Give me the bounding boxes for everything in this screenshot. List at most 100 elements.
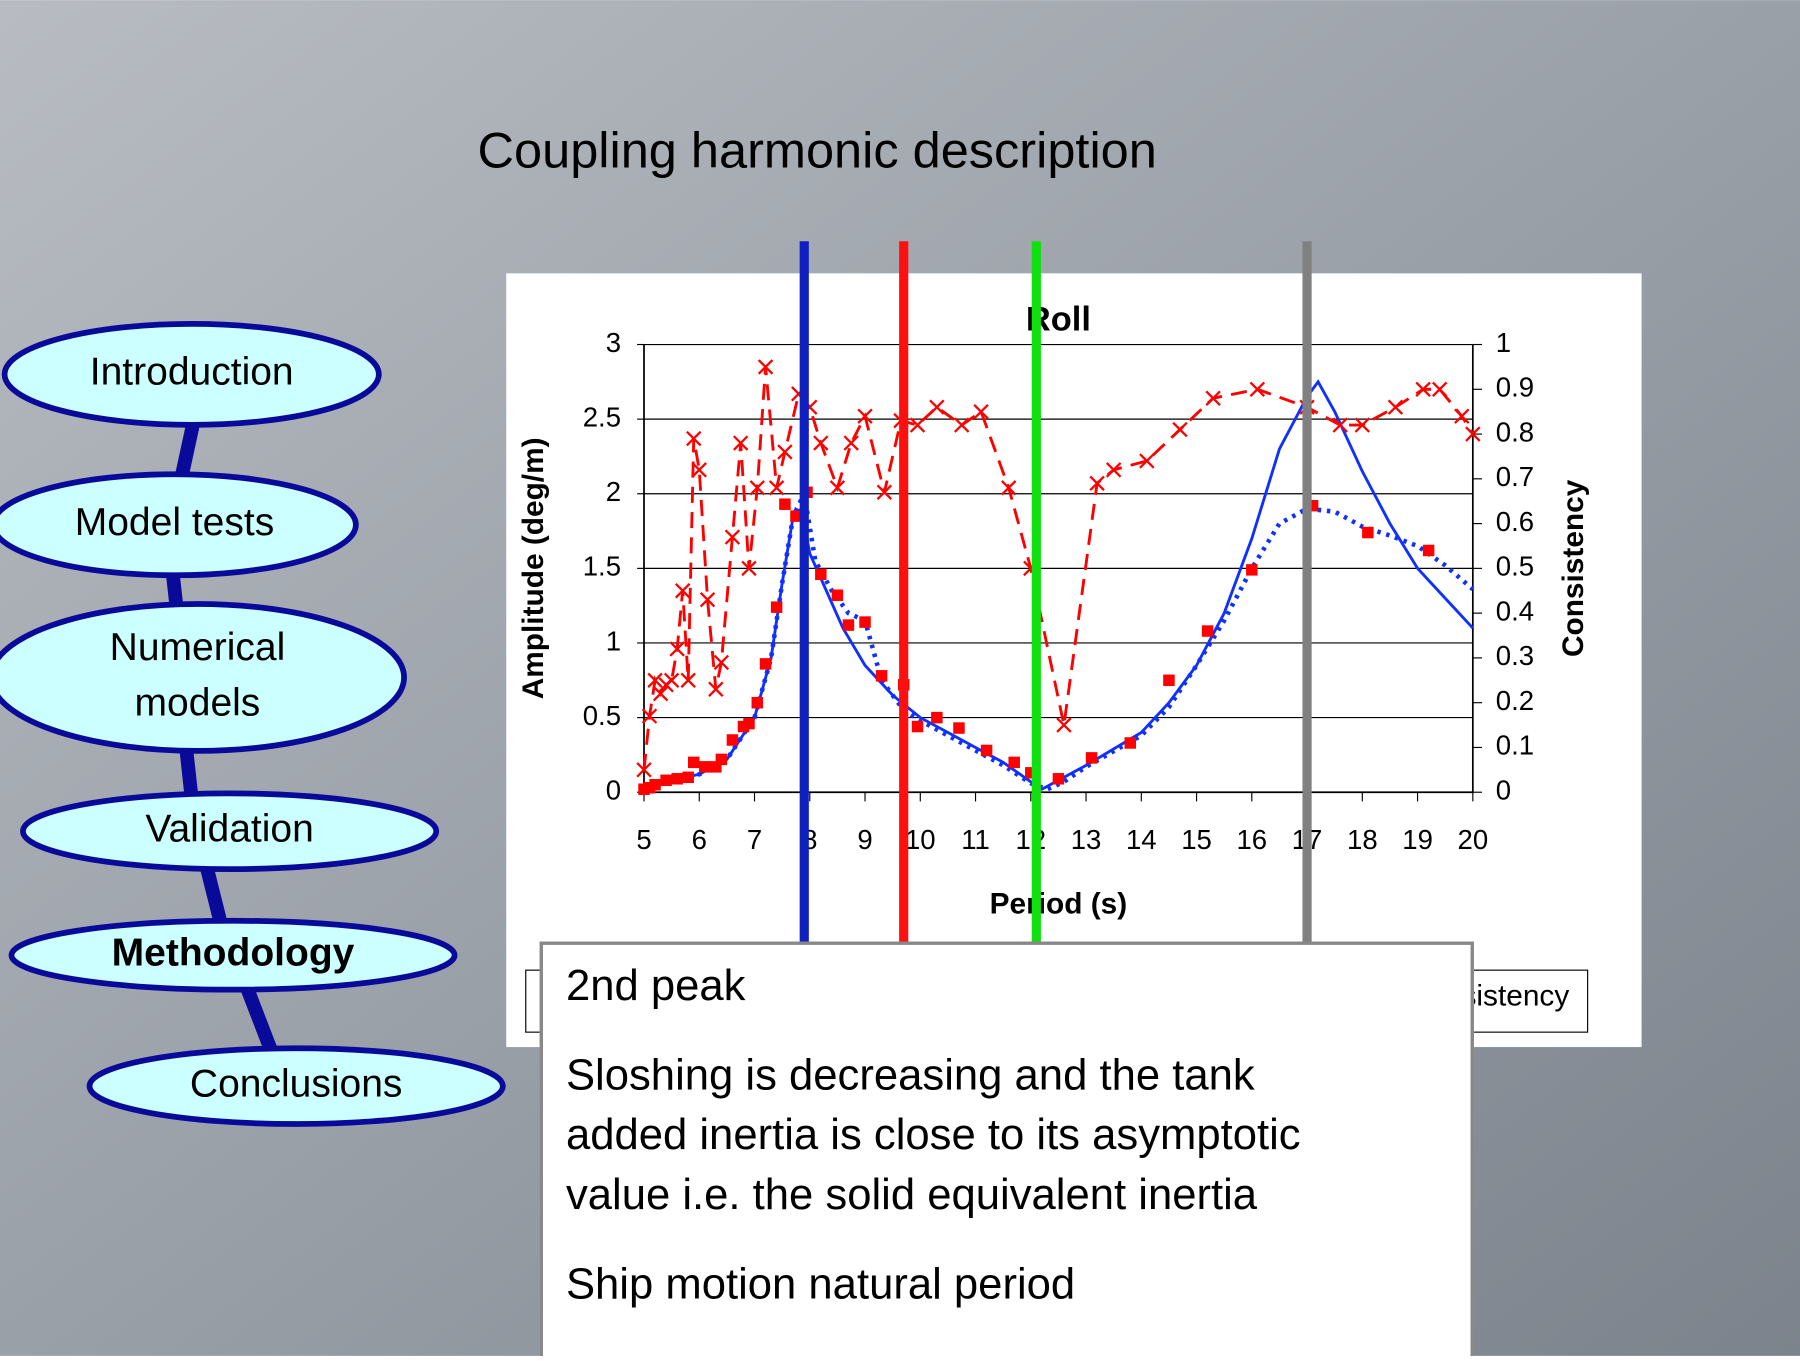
point: [699, 761, 711, 773]
point: [779, 498, 791, 510]
point: [699, 592, 716, 608]
y-tick-label: 2.5: [583, 401, 621, 432]
nav-label: Methodology: [112, 932, 355, 975]
point: [1085, 752, 1098, 764]
nav-item[interactable]: [1, 320, 382, 428]
x-tick-label: 11: [961, 824, 990, 855]
y2-axis-label: Consistency: [1557, 479, 1590, 657]
point: [660, 774, 672, 787]
nav-item[interactable]: [0, 471, 359, 579]
point: [757, 359, 774, 375]
point: [1246, 564, 1258, 576]
point: [1025, 767, 1037, 779]
plot: 0 0.5 1 1.5 2 2.5 3 0 0.1 0.2 0.3 0.4 0.5 0.6 0.7 0.8 0.…: [583, 241, 1534, 953]
x-tick-label: 18: [1347, 824, 1378, 855]
point: [715, 753, 728, 766]
point: [663, 672, 680, 688]
nav-label: Model tests: [75, 501, 275, 544]
point: [1205, 390, 1221, 406]
point: [1172, 421, 1188, 438]
point: [708, 681, 724, 697]
point: [1422, 544, 1435, 557]
point: [973, 403, 989, 420]
y2-tick-label: 0.4: [1496, 595, 1534, 626]
y2-tick-label: 0.3: [1496, 640, 1534, 671]
nav-item[interactable]: [0, 601, 407, 754]
nav-label: Numerical: [110, 626, 286, 669]
point: [733, 435, 749, 451]
nav-label: Conclusions: [190, 1062, 403, 1105]
point: [710, 761, 722, 773]
point: [1306, 499, 1319, 512]
slide-title: Coupling harmonic description: [478, 121, 1157, 178]
nav-label: Introduction: [90, 351, 294, 394]
point: [759, 658, 772, 670]
point: [857, 408, 873, 424]
x-tick-label: 19: [1402, 824, 1433, 855]
point: [1415, 381, 1431, 397]
point: [815, 568, 827, 581]
nav-connector: [165, 423, 282, 1065]
point: [743, 717, 755, 730]
point: [842, 619, 855, 631]
x-tick-label: 9: [857, 824, 872, 855]
x-tick-label: 15: [1181, 824, 1212, 855]
point: [1332, 417, 1348, 433]
nav: Introduction Model tests Numerical models Va…: [0, 320, 506, 1127]
point: [1124, 737, 1136, 749]
nav-label: Validation: [145, 808, 313, 851]
x-tick-label: 16: [1236, 824, 1267, 855]
point: [1387, 399, 1404, 415]
callout: 2nd peak Sloshing is decreasing and the …: [539, 941, 1474, 1361]
point: [1139, 453, 1155, 469]
point: [636, 762, 652, 778]
y-tick-label: 2: [606, 476, 621, 507]
y2-tick-label: 0: [1496, 775, 1511, 806]
point: [931, 711, 943, 724]
point: [741, 560, 757, 577]
point: [686, 430, 702, 447]
point: [843, 435, 859, 451]
point: [929, 399, 945, 415]
callout-footer: Ship motion natural period: [565, 1260, 1076, 1309]
point: [671, 773, 683, 785]
point: [831, 589, 844, 601]
y-tick-label: 1: [606, 625, 621, 656]
callout-heading: 2nd peak: [565, 962, 746, 1011]
point: [1008, 756, 1020, 769]
point: [1454, 408, 1470, 424]
point: [652, 686, 669, 702]
point: [1431, 381, 1448, 397]
point: [649, 779, 661, 791]
nav-item[interactable]: [8, 917, 458, 993]
y2-tick-label: 0.5: [1496, 551, 1534, 582]
point: [724, 529, 741, 545]
point: [751, 696, 764, 709]
point: [1056, 717, 1072, 733]
point: [1465, 426, 1481, 442]
point: [1249, 381, 1266, 397]
point: [911, 720, 924, 733]
y2-tick-label: 0.1: [1496, 730, 1534, 761]
y2-tick-label: 0.7: [1496, 461, 1534, 492]
x-tick-label: 20: [1458, 824, 1489, 855]
point: [669, 641, 685, 657]
y-tick-label: 3: [606, 327, 621, 358]
y2-tick-label: 0.9: [1496, 372, 1534, 403]
point: [647, 672, 663, 688]
x-tick-label: 14: [1126, 824, 1157, 855]
point: [980, 744, 993, 757]
point: [954, 417, 970, 433]
nav-item[interactable]: [20, 790, 440, 873]
point: [726, 734, 739, 746]
point: [641, 708, 658, 724]
nav-item[interactable]: [86, 1045, 506, 1127]
x-tick-label: 10: [905, 824, 936, 855]
callout-body: Sloshing is decreasing and the tank added…: [566, 1046, 1448, 1225]
x-tick-label: 7: [747, 824, 762, 855]
point: [687, 756, 700, 769]
point: [1163, 674, 1175, 687]
point: [691, 462, 707, 478]
x-tick-label: 6: [692, 824, 707, 855]
